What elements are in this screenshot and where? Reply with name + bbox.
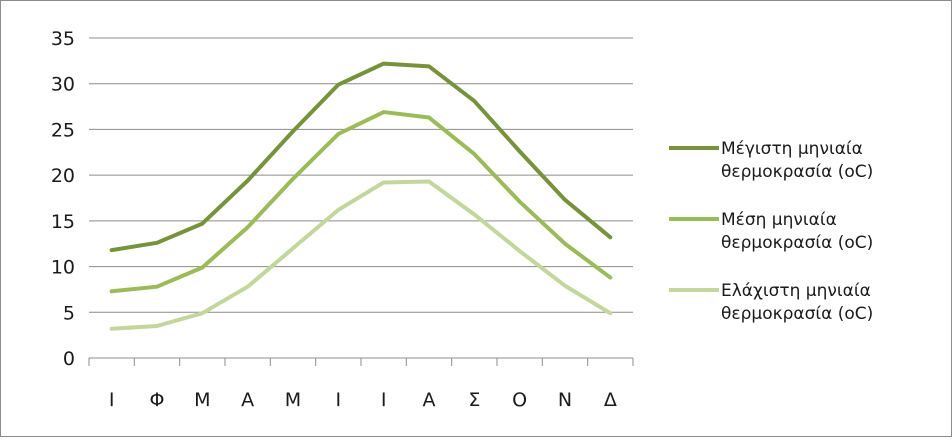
legend-label: θερμοκρασία (oC) (721, 233, 873, 253)
x-tick-label: Μ (285, 389, 301, 411)
axes: 0 5 10 15 20 25 30 35 Ι Φ Μ Α Μ Ι Ι Α Σ Ο Ν Δ (51, 28, 634, 411)
x-tick-label: Α (423, 389, 436, 411)
y-tick-label: 20 (51, 165, 75, 187)
series-lines (109, 61, 613, 331)
series-line-2 (109, 110, 613, 294)
x-tick-label: Ι (109, 389, 115, 411)
x-tick-label: Ι (381, 389, 387, 411)
series-line-3 (109, 179, 613, 331)
y-tick-label: 10 (51, 257, 75, 279)
legend-label: Ελάχιστη μηνιαία (721, 281, 871, 301)
y-tick-label: 30 (51, 74, 75, 96)
legend: Μέγιστη μηνιαία θερμοκρασία (oC) Μέση μηνι… (669, 139, 873, 324)
x-tick-label: Ο (512, 389, 527, 411)
y-tick-label: 5 (63, 302, 75, 324)
y-tick-label: 15 (51, 211, 75, 233)
x-tick-label: Δ (604, 389, 617, 411)
y-tick-label: 0 (63, 348, 75, 370)
legend-label: Μέση μηνιαία (721, 210, 837, 230)
x-tick-label: Σ (468, 389, 480, 411)
x-tick-label: Ι (336, 389, 342, 411)
legend-label: θερμοκρασία (oC) (721, 304, 873, 324)
x-tick-label: Φ (150, 389, 165, 411)
legend-label: θερμοκρασία (oC) (721, 162, 873, 182)
x-tick-label: Α (241, 389, 254, 411)
gridlines (89, 37, 633, 313)
y-tick-label: 25 (51, 119, 75, 141)
x-tick-label: Ν (558, 389, 572, 411)
y-tick-label: 35 (51, 28, 75, 50)
x-tick-label: Μ (194, 389, 210, 411)
legend-label: Μέγιστη μηνιαία (721, 139, 863, 159)
series-line-1 (109, 61, 613, 253)
